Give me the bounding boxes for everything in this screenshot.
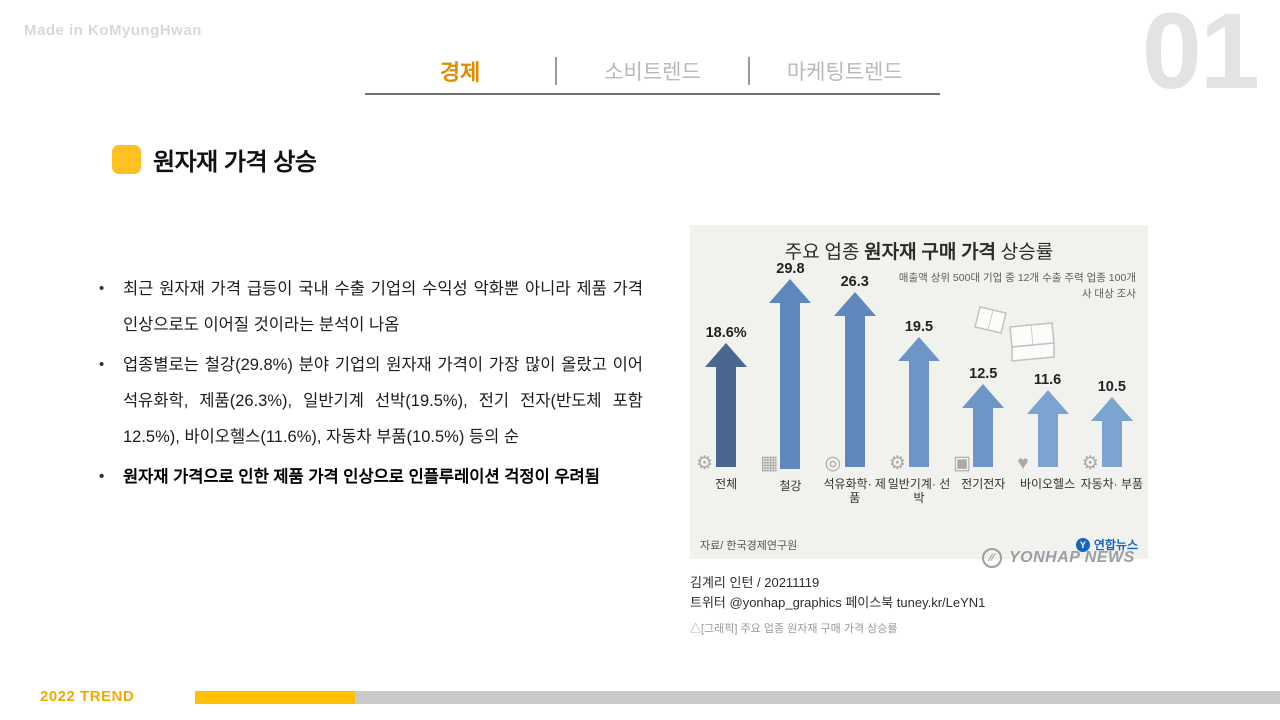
arrow-shaft xyxy=(1101,421,1122,467)
heart-icon: ♥ xyxy=(1017,453,1029,474)
bar-category-label: 일반기계· 선박 xyxy=(887,477,951,506)
car-icon: ⚙ xyxy=(1081,453,1099,474)
bar-value-label: 29.8 xyxy=(776,261,805,277)
yonhap-logo-icon: ⁄⁄ xyxy=(982,548,1002,568)
bar-value-label: 12.5 xyxy=(969,366,998,382)
slide-title-row: 원자재 가격 상승 xyxy=(112,142,317,177)
steel-beam-icon: ▦ xyxy=(760,453,779,474)
arrow-head xyxy=(962,384,1005,408)
bar-value-label: 19.5 xyxy=(904,319,934,335)
bar-category-label: 철강 xyxy=(779,478,802,493)
machinery-icon: ⚙ xyxy=(888,453,906,474)
tab-consumption-trend[interactable]: 소비트렌드 xyxy=(604,59,701,84)
chart-title: 주요 업종 원자재 구매 가격 상승률 xyxy=(784,242,1054,263)
bar-column: 19.5 ⚙ 일반기계· 선박 xyxy=(887,261,951,511)
bar-value-label: 18.6% xyxy=(705,325,747,341)
bar-value-label: 26.3 xyxy=(840,274,869,290)
tab-bar: 경제 소비트렌드 마케팅트렌드 xyxy=(365,48,940,95)
chart-subtitle: 매출액 상위 500대 기업 중 12개 수출 주력 업종 100개사 대상 조… xyxy=(898,272,1136,300)
page-title: 원자재 가격 상승 xyxy=(153,149,317,176)
arrow-head xyxy=(1090,397,1133,421)
chart-source: 자료/ 한국경제연구원 xyxy=(700,539,798,552)
arrow-shaft xyxy=(844,316,865,467)
footer-track-bar xyxy=(355,691,1280,704)
bar-column: 11.6 ♥ 바이오헬스 xyxy=(1015,261,1079,511)
arrow-shaft xyxy=(973,408,994,467)
arrow-head xyxy=(833,292,876,316)
graphic-caption: △[그래픽] 주요 업종 원자재 구매 가격 상승률 xyxy=(690,623,898,635)
tab-marketing-trend[interactable]: 마케팅트렌드 xyxy=(786,59,903,84)
arrow-head xyxy=(705,343,748,367)
title-bullet-chip xyxy=(112,145,141,174)
tab-separator xyxy=(555,56,558,85)
arrow-shaft xyxy=(780,303,801,469)
bullet-item: 업종별로는 철강(29.8%) 분야 기업의 원자재 가격이 가장 많이 올랐고… xyxy=(95,348,643,456)
bullet-item-emphasis: 원자재 가격으로 인한 제품 가격 인상으로 인플루레이션 걱정이 우려됨 xyxy=(95,460,643,496)
yonhap-watermark-text: YONHAP NEWS xyxy=(1009,549,1135,566)
publisher-name: 연합뉴스 xyxy=(1093,538,1138,552)
publisher-mark-icon: Y xyxy=(1075,537,1090,552)
bar-column: 12.5 ▣ 전기전자 xyxy=(951,261,1015,511)
tab-economy[interactable]: 경제 xyxy=(439,59,481,85)
bar-value-label: 11.6 xyxy=(1033,372,1062,388)
arrow-shaft xyxy=(908,361,929,467)
tab-separator xyxy=(747,56,750,85)
graphic-social-links: 트위터 @yonhap_graphics 페이스북 tuney.kr/LeYN1 xyxy=(690,595,986,610)
page-number: 01 xyxy=(1141,0,1260,111)
publisher-logo: Y 연합뉴스 xyxy=(1075,536,1138,553)
made-in-watermark: Made in KoMyungHwan xyxy=(24,22,202,39)
arrow-shaft xyxy=(1037,414,1058,467)
bar-column: 18.6% ⚙ 전체 xyxy=(694,261,758,511)
footer-trend-label: 2022 TREND xyxy=(40,688,135,705)
bullet-item: 최근 원자재 가격 급등이 국내 수출 기업의 수익성 악화뿐 아니라 제품 가… xyxy=(95,272,643,344)
news-graphic-panel: 주요 업종 원자재 구매 가격 상승률 매출액 상위 500대 기업 중 12개… xyxy=(690,225,1148,559)
bar-column: 26.3 ◎ 석유화학· 제품 xyxy=(823,261,887,511)
bar-value-label: 10.5 xyxy=(1097,379,1126,395)
arrow-head xyxy=(1026,390,1069,414)
monitor-icon: ▣ xyxy=(953,453,972,474)
bar-category-label: 전체 xyxy=(715,477,738,491)
footer-progress-bar xyxy=(195,691,355,704)
chart-footer: 자료/ 한국경제연구원 Y 연합뉴스 xyxy=(700,536,1138,553)
gear-icon: ⚙ xyxy=(696,453,714,474)
bar-category-label: 자동차· 부품 xyxy=(1080,477,1144,491)
bar-category-label: 석유화학· 제품 xyxy=(823,477,886,506)
yonhap-watermark: ⁄⁄ YONHAP NEWS xyxy=(982,548,1135,568)
boxes-illustration xyxy=(974,306,1055,362)
pipe-icon: ◎ xyxy=(824,453,842,474)
bar-category-label: 바이오헬스 xyxy=(1019,477,1076,491)
bar-column: 10.5 ⚙ 자동차· 부품 xyxy=(1080,261,1144,511)
bar-category-label: 전기전자 xyxy=(961,477,1006,491)
arrow-shaft xyxy=(716,367,737,467)
chart-bars: 18.6% ⚙ 전체 29.8 ▦ 철강 26.3 ◎ 석유화학· 제품 19.5 ⚙ 일반기계· 선… xyxy=(694,261,1144,511)
bar-column: 29.8 ▦ 철강 xyxy=(758,261,822,511)
graphic-byline: 김계리 인턴 / 20211119 xyxy=(690,575,820,590)
arrow-head xyxy=(769,279,812,303)
arrow-head xyxy=(897,337,940,361)
bullet-list: 최근 원자재 가격 급등이 국내 수출 기업의 수익성 악화뿐 아니라 제품 가… xyxy=(95,272,643,500)
